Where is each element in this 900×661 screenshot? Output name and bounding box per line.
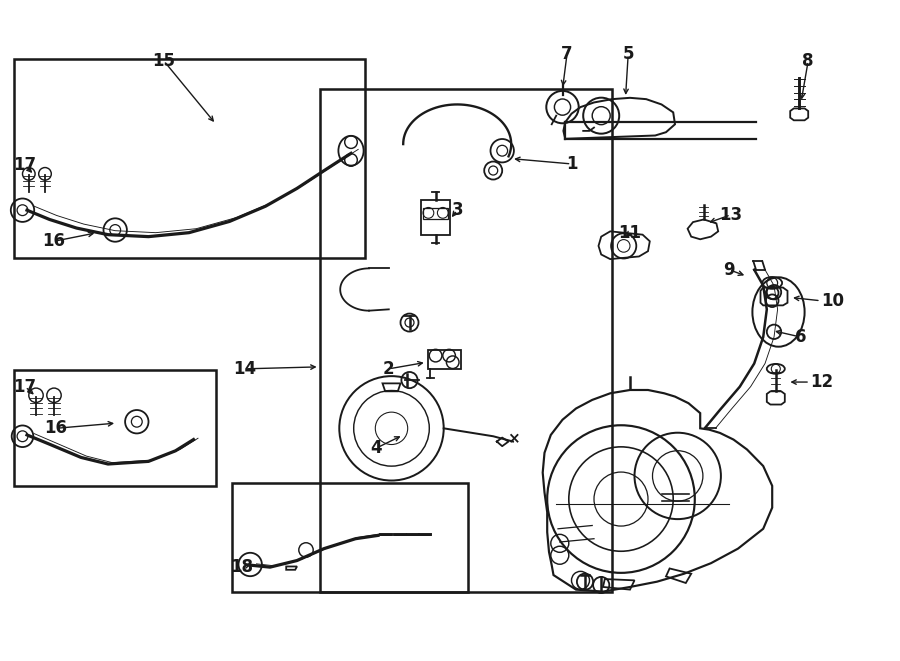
Text: 6: 6 xyxy=(796,328,806,346)
Text: 11: 11 xyxy=(618,223,642,242)
Text: 1: 1 xyxy=(566,155,577,173)
Text: 16: 16 xyxy=(42,232,66,251)
Text: 10: 10 xyxy=(821,292,844,310)
Text: 2: 2 xyxy=(383,360,394,378)
Text: 8: 8 xyxy=(803,52,814,70)
Text: 9: 9 xyxy=(724,260,734,279)
Text: 17: 17 xyxy=(14,156,37,175)
Text: 17: 17 xyxy=(14,377,37,396)
Text: 15: 15 xyxy=(152,52,176,70)
Bar xyxy=(232,483,468,592)
Text: 18: 18 xyxy=(230,558,253,576)
Text: 16: 16 xyxy=(44,419,68,438)
Text: 4: 4 xyxy=(371,439,382,457)
Text: 5: 5 xyxy=(623,45,634,63)
Text: 13: 13 xyxy=(719,206,742,224)
Text: 3: 3 xyxy=(452,201,463,219)
Bar xyxy=(14,59,364,258)
Text: 7: 7 xyxy=(562,45,572,63)
Bar xyxy=(14,370,216,486)
Bar xyxy=(320,89,612,592)
Text: 14: 14 xyxy=(233,360,256,378)
Text: 12: 12 xyxy=(810,373,833,391)
